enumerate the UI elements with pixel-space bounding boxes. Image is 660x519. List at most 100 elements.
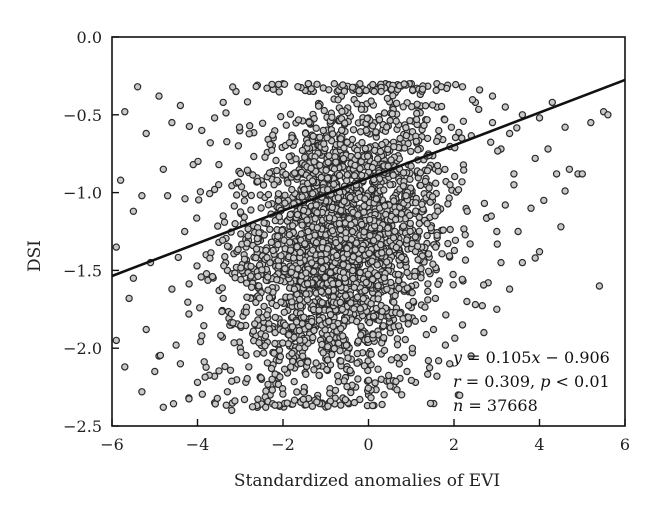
scatter-point-dense (281, 199, 289, 207)
scatter-point-dense (360, 228, 368, 236)
scatter-point-dense (311, 214, 319, 223)
scatter-point-dense (429, 325, 438, 334)
scatter-point-dense (302, 290, 310, 298)
scatter-point-dense (237, 348, 245, 356)
scatter-point-dense (288, 349, 296, 358)
scatter-point-dense (364, 152, 372, 160)
scatter-point-dense (371, 379, 379, 387)
scatter-point-dense (349, 274, 357, 283)
scatter-point-dense (263, 311, 271, 319)
scatter-point-dense (235, 123, 244, 131)
scatter-point-dense (279, 390, 287, 398)
y-tick-label: −2.0 (63, 339, 102, 358)
scatter-point-dense (236, 169, 245, 178)
scatter-point-dense (418, 200, 426, 208)
scatter-point-dense (333, 251, 341, 260)
scatter-point-dense (432, 86, 440, 95)
scatter-point-dense (340, 144, 348, 152)
scatter-point-dense (356, 164, 364, 173)
scatter-point-dense (265, 294, 274, 302)
scatter-point-dense (324, 356, 332, 364)
scatter-point-dense (366, 231, 374, 240)
scatter-point-dense (487, 212, 495, 220)
scatter-point-dense (413, 242, 422, 250)
scatter-point-dense (290, 285, 299, 293)
scatter-point-dense (412, 207, 420, 215)
scatter-point-dense (458, 275, 466, 283)
scatter-point-dense (429, 260, 437, 268)
scatter-point-dense (347, 388, 355, 397)
scatter-point-dense (240, 255, 249, 263)
scatter-point (510, 181, 518, 189)
scatter-point-dense (433, 137, 441, 146)
scatter-point-dense (356, 305, 364, 313)
scatter-point-dense (361, 144, 369, 153)
scatter-point-dense (247, 272, 255, 280)
scatter-point-dense (296, 295, 304, 304)
scatter-point-dense (391, 215, 400, 224)
scatter-point-dense (295, 344, 303, 352)
scatter-point-dense (227, 310, 236, 318)
scatter-point-dense (215, 367, 223, 375)
scatter-point-dense (423, 219, 431, 228)
scatter-point-dense (403, 268, 411, 277)
scatter-point-dense (234, 142, 243, 150)
scatter-point-dense (288, 298, 296, 306)
scatter-point-dense (342, 341, 351, 349)
scatter-point-dense (315, 306, 323, 314)
scatter-point (125, 294, 133, 303)
scatter-point-dense (366, 215, 374, 224)
scatter-point-dense (407, 147, 415, 156)
scatter-point-dense (407, 162, 415, 170)
scatter-point (133, 83, 142, 91)
scatter-point (552, 170, 561, 178)
scatter-point-dense (411, 233, 420, 241)
scatter-point (510, 170, 518, 178)
scatter-point-dense (393, 354, 402, 362)
scatter-point-dense (326, 311, 335, 319)
scatter-point-dense (411, 317, 419, 325)
scatter-point-dense (322, 166, 330, 174)
scatter-point-dense (352, 239, 361, 247)
scatter-point-dense (378, 400, 386, 409)
scatter-point-dense (380, 186, 388, 194)
scatter-point-dense (377, 87, 385, 96)
scatter-point-dense (390, 197, 398, 205)
scatter-point (514, 227, 522, 236)
scatter-point-dense (217, 331, 225, 340)
scatter-point (116, 176, 125, 184)
scatter-point-dense (244, 232, 252, 240)
scatter-point-dense (445, 252, 454, 260)
scatter-point-dense (441, 165, 449, 174)
scatter-point-dense (323, 245, 332, 253)
scatter-point-dense (291, 169, 299, 177)
scatter-point-dense (326, 389, 334, 397)
scatter-point-dense (364, 357, 372, 365)
scatter-point-dense (357, 331, 365, 339)
scatter-point-dense (434, 207, 442, 215)
scatter-point-dense (353, 359, 361, 367)
scatter-point-dense (380, 109, 389, 117)
scatter-point-dense (292, 155, 300, 163)
scatter-point (561, 123, 569, 131)
scatter-point (433, 372, 441, 380)
scatter-point-dense (383, 94, 392, 103)
scatter-point-dense (395, 284, 403, 293)
scatter-point-dense (340, 316, 349, 324)
scatter-point-dense (342, 228, 350, 237)
scatter-point-dense (408, 102, 416, 111)
scatter-point-dense (314, 102, 323, 110)
scatter-point-dense (391, 291, 399, 300)
scatter-point-dense (307, 164, 315, 172)
scatter-point-dense (280, 308, 288, 316)
scatter-point-dense (399, 222, 408, 230)
scatter-point-dense (309, 132, 317, 140)
scatter-point-dense (274, 232, 282, 241)
scatter-point-dense (236, 208, 245, 216)
scatter-point-dense (294, 82, 302, 91)
scatter-point-dense (335, 219, 343, 228)
scatter-point-dense (399, 168, 408, 177)
scatter-point (565, 165, 574, 173)
scatter-point-dense (302, 401, 310, 409)
scatter-point-dense (298, 193, 306, 201)
